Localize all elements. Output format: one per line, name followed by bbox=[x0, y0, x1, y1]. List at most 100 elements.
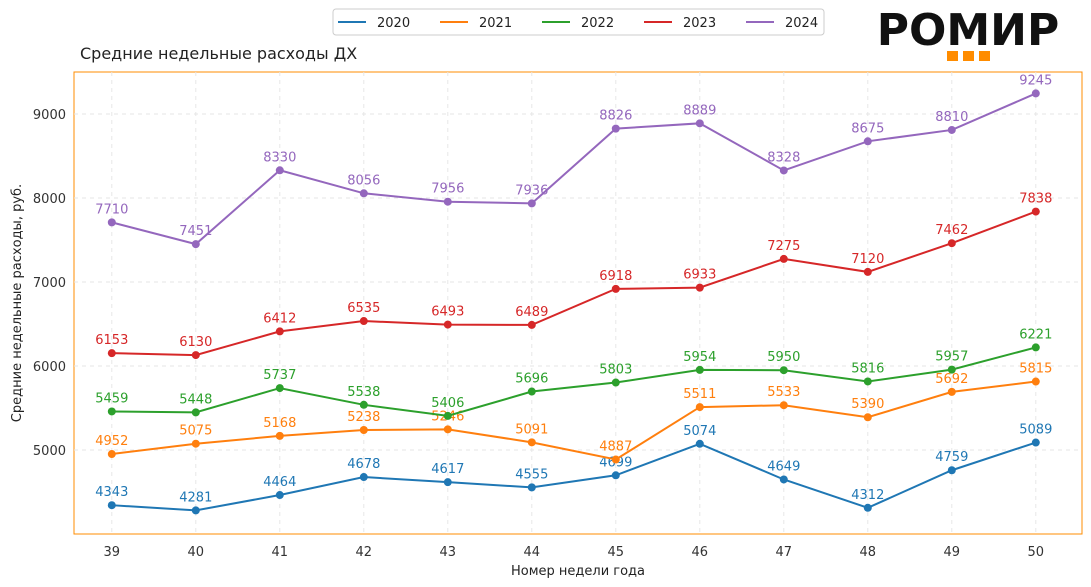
data-label: 5803 bbox=[599, 363, 632, 378]
data-point bbox=[275, 166, 284, 175]
data-point bbox=[527, 387, 536, 396]
data-label: 4312 bbox=[851, 488, 884, 503]
data-label: 7275 bbox=[767, 239, 800, 254]
data-label: 5459 bbox=[95, 391, 128, 406]
data-point bbox=[695, 439, 704, 448]
data-label: 8826 bbox=[599, 109, 632, 124]
data-label: 6412 bbox=[263, 311, 296, 326]
data-label: 8810 bbox=[935, 110, 968, 125]
data-point bbox=[191, 351, 200, 360]
x-tick-label: 41 bbox=[272, 545, 289, 560]
data-label: 7120 bbox=[851, 252, 884, 267]
data-point bbox=[359, 426, 368, 435]
data-point bbox=[863, 503, 872, 512]
legend: 2020 2021 2022 2023 2024 bbox=[332, 8, 825, 36]
data-label: 7710 bbox=[95, 202, 128, 217]
data-point bbox=[359, 189, 368, 198]
data-point bbox=[107, 349, 116, 358]
x-tick-label: 39 bbox=[104, 545, 121, 560]
logo-square-1 bbox=[947, 51, 958, 61]
y-axis-ticks: 5000 6000 7000 8000 9000 bbox=[33, 108, 66, 459]
data-label: 8328 bbox=[767, 150, 800, 165]
data-label: 5390 bbox=[851, 397, 884, 412]
data-label: 4759 bbox=[935, 450, 968, 465]
data-label: 5238 bbox=[347, 410, 380, 425]
data-point bbox=[359, 317, 368, 326]
data-point bbox=[443, 197, 452, 206]
y-tick-label: 8000 bbox=[33, 192, 66, 207]
data-label: 5075 bbox=[179, 424, 212, 439]
series-2023: 6153 6130 6412 6535 6493 6489 6918 6933 7275 7120… bbox=[95, 192, 1052, 360]
x-tick-label: 47 bbox=[776, 545, 793, 560]
data-point bbox=[527, 438, 536, 447]
data-label: 8889 bbox=[683, 103, 716, 118]
data-point bbox=[611, 284, 620, 293]
logo-square-2 bbox=[963, 51, 974, 61]
data-point bbox=[1031, 377, 1040, 386]
data-label: 6489 bbox=[515, 305, 548, 320]
data-label: 6535 bbox=[347, 301, 380, 316]
data-label: 5816 bbox=[851, 361, 884, 376]
data-point bbox=[191, 408, 200, 417]
x-tick-label: 42 bbox=[356, 545, 373, 560]
data-point bbox=[527, 483, 536, 492]
legend-label: 2022 bbox=[581, 16, 614, 31]
data-point bbox=[443, 478, 452, 487]
y-tick-label: 5000 bbox=[33, 444, 66, 459]
data-label: 5089 bbox=[1019, 423, 1052, 438]
data-point bbox=[1031, 207, 1040, 216]
data-label: 5168 bbox=[263, 416, 296, 431]
x-tick-label: 40 bbox=[188, 545, 205, 560]
data-point bbox=[443, 425, 452, 434]
data-label: 9245 bbox=[1019, 73, 1052, 88]
data-point bbox=[611, 124, 620, 133]
data-point bbox=[779, 166, 788, 175]
logo-square-3 bbox=[979, 51, 990, 61]
x-axis-title: Номер недели года bbox=[511, 564, 645, 579]
data-label: 4555 bbox=[515, 467, 548, 482]
data-point bbox=[695, 283, 704, 292]
data-point bbox=[1031, 89, 1040, 98]
series-line bbox=[111, 92, 1037, 246]
data-label: 5533 bbox=[767, 385, 800, 400]
y-axis-title: Средние недельные расходы, руб. bbox=[10, 184, 25, 422]
series-line bbox=[111, 210, 1037, 357]
data-point bbox=[779, 366, 788, 375]
data-label: 5957 bbox=[935, 350, 968, 365]
data-point bbox=[695, 119, 704, 128]
data-label: 6130 bbox=[179, 335, 212, 350]
data-label: 5692 bbox=[935, 372, 968, 387]
data-point bbox=[779, 401, 788, 410]
data-point bbox=[947, 466, 956, 475]
data-point bbox=[359, 400, 368, 409]
data-point bbox=[947, 125, 956, 134]
legend-label: 2020 bbox=[377, 16, 410, 31]
data-label: 7936 bbox=[515, 183, 548, 198]
data-point bbox=[1031, 343, 1040, 352]
legend-label: 2023 bbox=[683, 16, 716, 31]
data-point bbox=[611, 455, 620, 464]
data-point bbox=[863, 267, 872, 276]
data-point bbox=[275, 431, 284, 440]
x-tick-label: 50 bbox=[1028, 545, 1045, 560]
data-label: 5406 bbox=[431, 396, 464, 411]
x-tick-label: 45 bbox=[608, 545, 625, 560]
romir-logo: РОМИР bbox=[877, 5, 1059, 61]
data-point bbox=[947, 239, 956, 248]
data-point bbox=[275, 327, 284, 336]
data-point bbox=[1031, 438, 1040, 447]
data-label: 6918 bbox=[599, 269, 632, 284]
data-point bbox=[191, 506, 200, 515]
data-label: 4887 bbox=[599, 439, 632, 454]
y-tick-label: 9000 bbox=[33, 108, 66, 123]
data-label: 5511 bbox=[683, 387, 716, 402]
series-2024: 7710 7451 8330 8056 7956 7936 8826 8889 8328 8675… bbox=[95, 73, 1052, 249]
data-label: 4617 bbox=[431, 462, 464, 477]
x-tick-label: 48 bbox=[860, 545, 877, 560]
data-label: 4343 bbox=[95, 485, 128, 500]
data-point bbox=[695, 403, 704, 412]
data-label: 5737 bbox=[263, 368, 296, 383]
data-label: 6221 bbox=[1019, 327, 1052, 342]
data-label: 7451 bbox=[179, 224, 212, 239]
